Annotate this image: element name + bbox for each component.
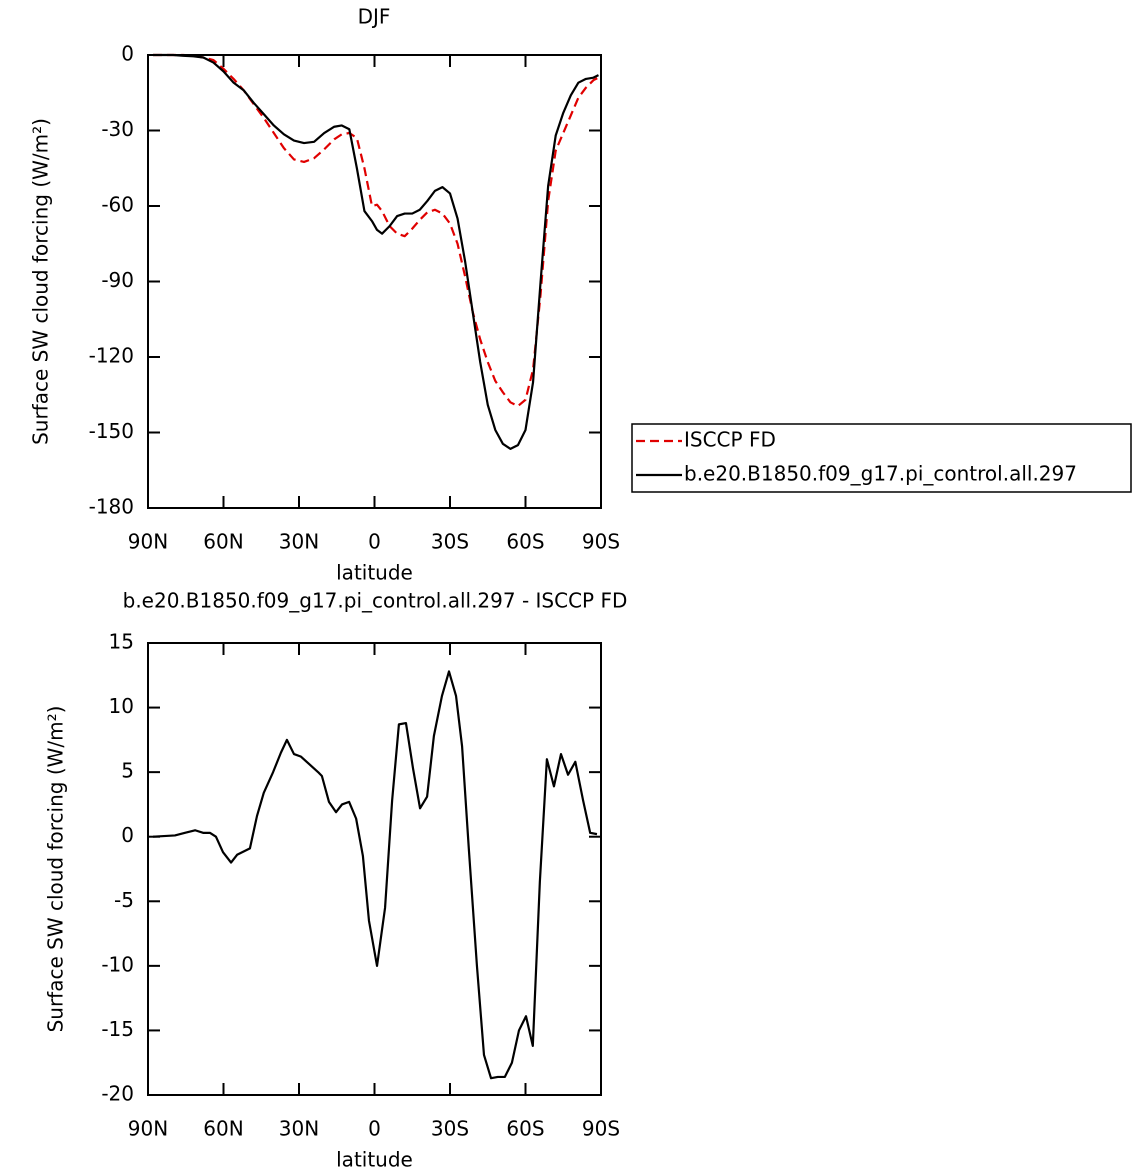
y-tick-label: -120 bbox=[89, 344, 134, 368]
y-tick-label: -150 bbox=[89, 419, 134, 443]
y-tick-label: 15 bbox=[109, 630, 134, 654]
y-tick-label: 10 bbox=[109, 694, 134, 718]
y-tick-label: -180 bbox=[89, 495, 134, 519]
legend-label: b.e20.B1850.f09_g17.pi_control.all.297 bbox=[684, 462, 1077, 486]
plot-frame bbox=[147, 54, 602, 509]
legend-label: ISCCP FD bbox=[684, 428, 776, 452]
y-tick-label: -60 bbox=[101, 193, 134, 217]
x-tick-label: 30S bbox=[431, 1117, 469, 1141]
y-tick-label: -30 bbox=[101, 117, 134, 141]
chart-title: DJF bbox=[358, 5, 391, 29]
x-tick-label: 60N bbox=[203, 1117, 243, 1141]
y-tick-label: -5 bbox=[114, 888, 134, 912]
x-tick-label: 0 bbox=[368, 530, 381, 554]
y-axis-label: Surface SW cloud forcing (W/m²) bbox=[29, 118, 53, 445]
y-tick-label: -90 bbox=[101, 268, 134, 292]
y-tick-label: -20 bbox=[101, 1082, 134, 1106]
x-tick-label: 30N bbox=[279, 530, 319, 554]
y-tick-label: 5 bbox=[121, 759, 134, 783]
plot-frame bbox=[147, 642, 602, 1096]
x-tick-label: 90S bbox=[582, 1117, 620, 1141]
y-tick-label: -15 bbox=[101, 1017, 134, 1041]
x-tick-label: 30N bbox=[279, 1117, 319, 1141]
x-tick-label: 0 bbox=[368, 1117, 381, 1141]
y-tick-label: 0 bbox=[121, 823, 134, 847]
x-tick-label: 60S bbox=[506, 1117, 544, 1141]
x-tick-label: 90N bbox=[128, 530, 168, 554]
chart-title: b.e20.B1850.f09_g17.pi_control.all.297 -… bbox=[123, 589, 628, 613]
x-tick-label: 30S bbox=[431, 530, 469, 554]
data-line bbox=[152, 670, 598, 1080]
x-tick-label: 90N bbox=[128, 1117, 168, 1141]
y-tick-label: -10 bbox=[101, 952, 134, 976]
x-tick-label: 90S bbox=[582, 530, 620, 554]
x-tick-label: 60N bbox=[203, 530, 243, 554]
y-tick-label: 0 bbox=[121, 42, 134, 66]
x-axis-label: latitude bbox=[336, 561, 413, 585]
data-line bbox=[153, 53, 599, 450]
data-line bbox=[153, 53, 599, 408]
x-tick-label: 60S bbox=[506, 530, 544, 554]
x-axis-label: latitude bbox=[336, 1148, 413, 1172]
y-axis-label: Surface SW cloud forcing (W/m²) bbox=[44, 706, 68, 1033]
legend-box bbox=[631, 423, 1132, 493]
